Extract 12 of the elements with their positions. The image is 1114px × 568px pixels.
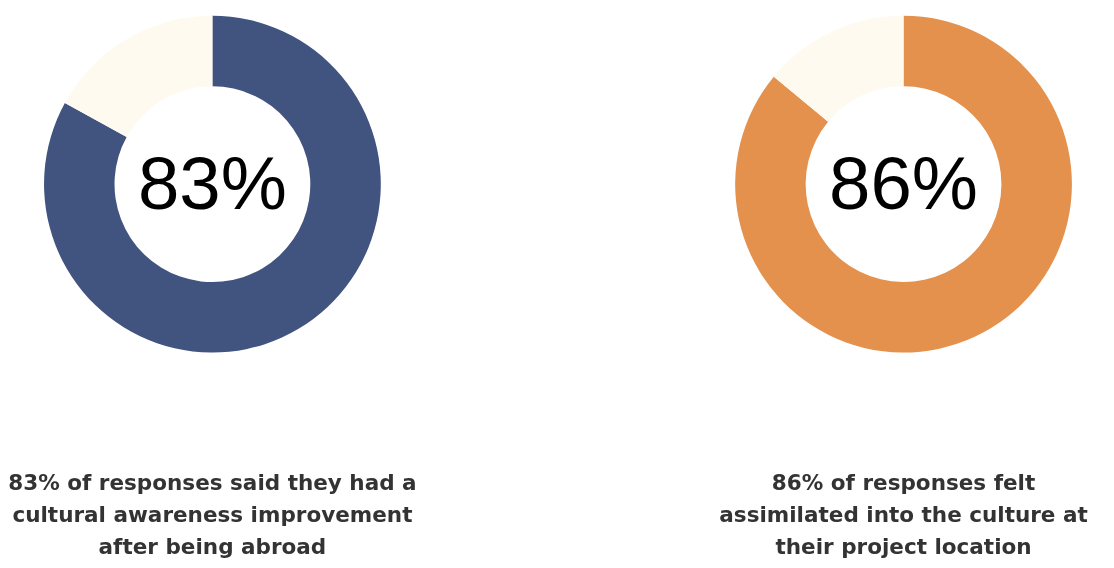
- text: their project location: [775, 534, 1032, 560]
- donut-slice: [735, 15, 1072, 353]
- donut-slice: [773, 15, 904, 122]
- text: 86% of responses felt: [771, 469, 1036, 495]
- text: after being abroad: [98, 534, 327, 560]
- text: 83% of responses said they had a: [8, 469, 417, 495]
- donut-slice: [64, 15, 213, 138]
- text: assimilated into the culture at: [719, 501, 1088, 527]
- data-label: 83%: [137, 141, 287, 225]
- donut-slice: [44, 15, 381, 353]
- text: cultural awareness improvement: [12, 501, 413, 527]
- data-label: 86%: [829, 141, 978, 225]
